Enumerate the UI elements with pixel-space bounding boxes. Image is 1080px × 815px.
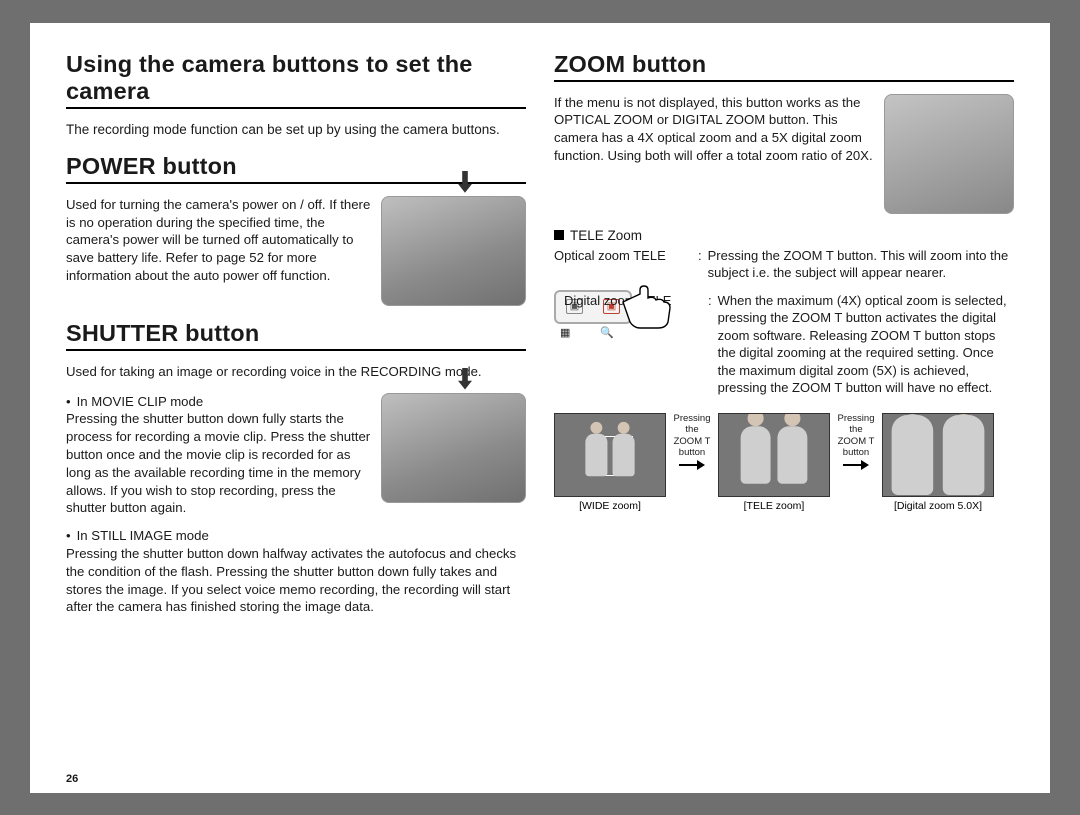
gallery-item-digital: [Digital zoom 5.0X] [882, 413, 994, 512]
gallery-item-tele: [TELE zoom] [718, 413, 830, 512]
tele-zoom-heading: TELE Zoom [554, 228, 1014, 243]
arrow-label-2: Pressing the ZOOM T button [834, 413, 878, 473]
manual-page: Using the camera buttons to set the came… [30, 23, 1050, 793]
shot-digital [882, 413, 994, 497]
zoom-intro: If the menu is not displayed, this butto… [554, 94, 874, 165]
mode-still-body: Pressing the shutter button down halfway… [66, 546, 516, 614]
heading-main: Using the camera buttons to set the came… [66, 51, 526, 109]
mode-movie: In MOVIE CLIP mode Pressing the shutter … [66, 393, 526, 518]
pointing-hand-icon [618, 282, 678, 332]
right-column: ZOOM button If the menu is not displayed… [554, 51, 1014, 777]
camera-back-illustration [884, 94, 1014, 214]
mode-movie-title: In MOVIE CLIP mode [66, 394, 203, 409]
tele-optical-def: Pressing the ZOOM T button. This will zo… [708, 247, 1014, 282]
tele-digital-def: When the maximum (4X) optical zoom is se… [718, 292, 1014, 397]
left-column: Using the camera buttons to set the came… [66, 51, 526, 777]
shot-tele [718, 413, 830, 497]
caption-tele: [TELE zoom] [718, 500, 830, 512]
shot-wide [554, 413, 666, 497]
mode-movie-body: Pressing the shutter button down fully s… [66, 411, 370, 515]
heading-zoom: ZOOM button [554, 51, 1014, 82]
camera-illustration-shutter [381, 393, 526, 503]
heading-power: POWER button [66, 153, 526, 184]
tele-optical-term: Optical zoom TELE [554, 247, 692, 282]
gallery-item-wide: [WIDE zoom] [554, 413, 666, 512]
intro-text: The recording mode function can be set u… [66, 121, 526, 139]
tele-row-optical: Optical zoom TELE : Pressing the ZOOM T … [554, 247, 1014, 282]
colon: : [698, 247, 702, 282]
arrow-right-icon [843, 460, 869, 470]
caption-digital: [Digital zoom 5.0X] [882, 500, 994, 512]
page-number: 26 [66, 773, 78, 785]
mode-still-title: In STILL IMAGE mode [66, 528, 209, 543]
mode-list: In MOVIE CLIP mode Pressing the shutter … [66, 393, 526, 617]
power-body: Used for turning the camera's power on /… [66, 196, 371, 285]
zoom-gallery: [WIDE zoom] Pressing the ZOOM T button [… [554, 413, 1014, 512]
heading-shutter: SHUTTER button [66, 320, 526, 351]
colon: : [708, 292, 712, 397]
mode-still: In STILL IMAGE mode Pressing the shutter… [66, 527, 526, 616]
arrow-label-1: Pressing the ZOOM T button [670, 413, 714, 473]
shutter-intro: Used for taking an image or recording vo… [66, 363, 526, 381]
camera-illustration-top [381, 196, 526, 306]
arrow-right-icon [679, 460, 705, 470]
caption-wide: [WIDE zoom] [554, 500, 666, 512]
